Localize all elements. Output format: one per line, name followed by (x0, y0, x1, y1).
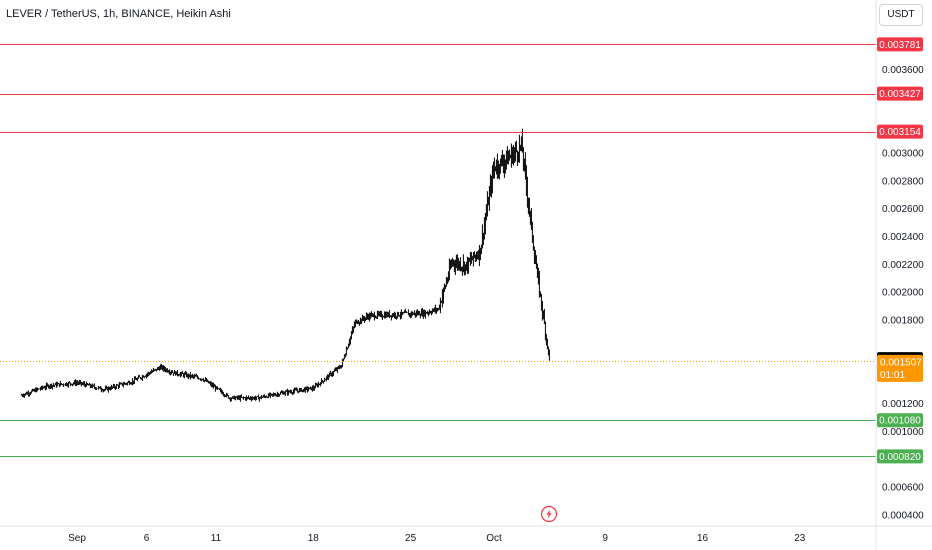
chart-title: LEVER / TetherUS, 1h, BINANCE, Heikin As… (6, 8, 231, 20)
support-price-tag: 0.000820 (879, 452, 921, 463)
price-tick-label: 0.001000 (882, 427, 924, 438)
resistance-price-tag-bg (877, 86, 923, 101)
live-price-tag-bg (877, 354, 923, 382)
currency-button[interactable]: USDT (879, 4, 923, 26)
resistance-price-tag: 0.003427 (879, 89, 921, 100)
time-tick-label: 11 (211, 533, 222, 544)
price-tick-label: 0.001800 (882, 316, 924, 327)
price-tick-label: 0.003600 (882, 65, 924, 76)
price-tick-label: 0.001200 (882, 399, 924, 410)
price-tick-label: 0.002000 (882, 288, 924, 299)
price-tick-label: 0.002200 (882, 260, 924, 271)
time-tick-label: 9 (602, 533, 608, 544)
time-tick-label: 18 (308, 533, 320, 544)
time-tick-label: 6 (144, 533, 150, 544)
time-tick-label: Oct (486, 533, 502, 544)
resistance-price-tag: 0.003154 (879, 127, 921, 138)
price-tick-label: 0.000400 (882, 510, 924, 521)
support-price-tag: 0.001080 (879, 416, 921, 427)
resistance-price-tag-bg (877, 124, 923, 139)
resistance-price-tag: 0.003781 (879, 40, 921, 51)
time-tick-label: 23 (794, 533, 806, 544)
price-tick-label: 0.003000 (882, 149, 924, 160)
level-lines-layer (0, 44, 876, 457)
support-price-tag-bg (877, 449, 923, 464)
time-axis: Sep 6 11 18 25 Oct 9 16 23 (68, 533, 806, 544)
price-tick-label: 0.002400 (882, 232, 924, 243)
time-tick-label: 16 (697, 533, 709, 544)
support-price-tag-bg (877, 413, 923, 428)
price-tick-label: 0.002800 (882, 176, 924, 187)
lightning-icon (546, 509, 552, 519)
price-tick-label: 0.002600 (882, 204, 924, 215)
candles-layer (20, 128, 550, 402)
resistance-price-tag-bg (877, 37, 923, 52)
time-tick-label: Sep (68, 533, 86, 544)
price-tick-label: 0.000600 (882, 483, 924, 494)
price-axis: 0.003600 0.003000 0.002800 0.002600 0.002400… (882, 65, 924, 521)
time-tick-label: 25 (405, 533, 417, 544)
price-tags-layer: 0.003781 0.003427 0.003154 0.001080 0.000820… (877, 37, 923, 464)
live-price-tag: 0.001507 (880, 357, 922, 368)
replay-button[interactable] (540, 505, 558, 523)
bar-countdown: 01:01 (880, 370, 905, 381)
